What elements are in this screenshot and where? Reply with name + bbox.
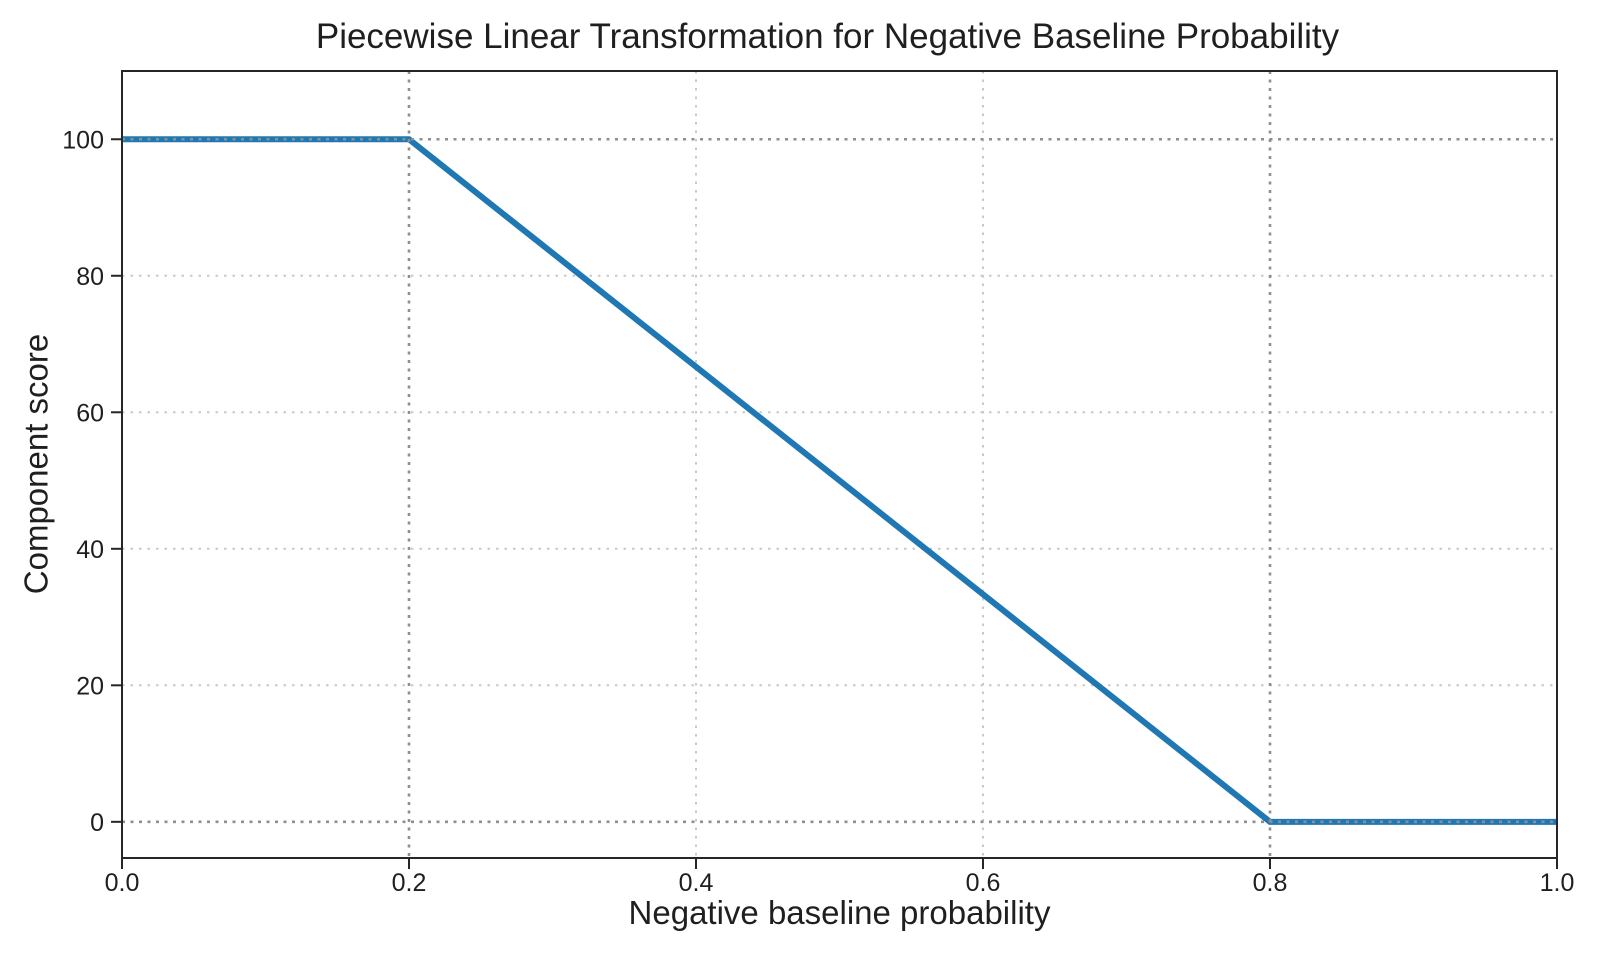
- y-tick-label: 40: [76, 536, 104, 564]
- y-tick-label: 80: [76, 263, 104, 291]
- x-tick-label: 0.6: [966, 869, 1001, 897]
- y-tick-label: 60: [76, 399, 104, 427]
- y-tick-label: 20: [76, 672, 104, 700]
- x-axis-label: Negative baseline probability: [629, 894, 1051, 931]
- x-tick-label: 0.0: [105, 869, 140, 897]
- y-tick-label: 100: [62, 126, 104, 154]
- x-tick-label: 0.4: [679, 869, 714, 897]
- data-line: [122, 136, 1557, 825]
- x-tick-label: 1.0: [1540, 869, 1575, 897]
- y-axis-label: Component score: [18, 334, 55, 594]
- x-tick-label: 0.8: [1253, 869, 1288, 897]
- plot-border: [121, 70, 1558, 859]
- x-tick-label: 0.2: [392, 869, 427, 897]
- y-tick-label: 0: [90, 809, 104, 837]
- chart-title: Piecewise Linear Transformation for Nega…: [316, 17, 1340, 56]
